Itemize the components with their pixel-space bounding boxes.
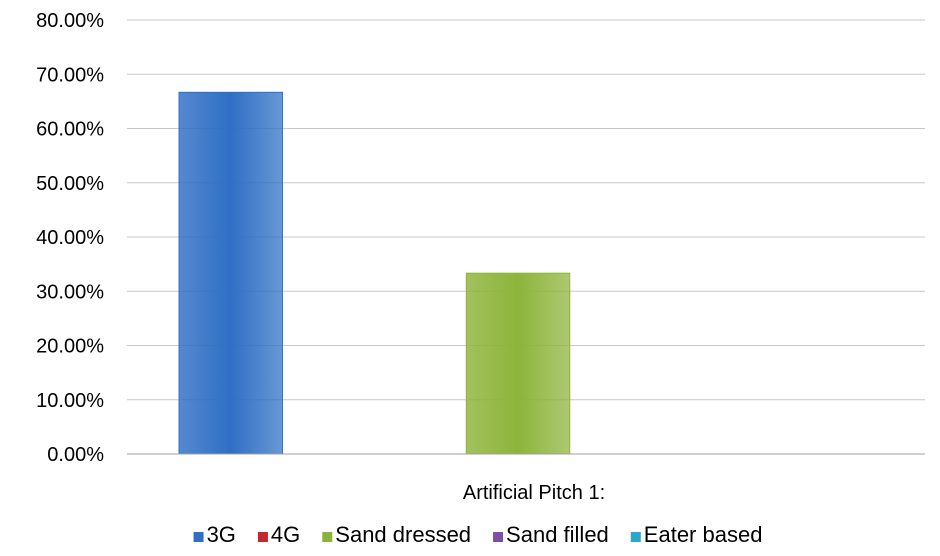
legend-swatch — [322, 532, 333, 542]
bar-sand-dressed — [465, 272, 571, 455]
bars — [178, 91, 571, 455]
y-tick-label: 30.00% — [36, 281, 104, 303]
legend: 3G 4G Sand dressed Sand filled Eater based — [193, 522, 763, 547]
legend-swatch — [193, 532, 204, 542]
x-category-label: Artificial Pitch 1: — [463, 482, 605, 504]
legend-label: 3G — [207, 522, 236, 547]
legend-item-sand-dressed: Sand dressed — [322, 522, 471, 547]
y-tick-label: 20.00% — [36, 336, 104, 358]
legend-item-4g: 4G — [257, 522, 300, 547]
legend-swatch — [257, 532, 268, 542]
y-tick-label: 10.00% — [36, 390, 104, 412]
y-tick-label: 70.00% — [36, 64, 104, 86]
y-tick-label: 50.00% — [36, 173, 104, 195]
x-axis: Artificial Pitch 1: — [127, 453, 925, 504]
bar-3g — [178, 91, 283, 455]
y-tick-label: 40.00% — [36, 227, 104, 249]
legend-swatch — [630, 532, 641, 542]
legend-item-eater-based: Eater based — [630, 522, 763, 547]
y-axis-tick-labels: 0.00% 10.00% 20.00% 30.00% 40.00% 50.00% 60.00… — [36, 10, 104, 466]
legend-label: Sand filled — [506, 522, 609, 547]
legend-label: Eater based — [644, 522, 763, 547]
y-tick-label: 0.00% — [47, 444, 104, 466]
y-tick-label: 80.00% — [36, 10, 104, 32]
legend-item-3g: 3G — [193, 522, 236, 547]
legend-swatch — [493, 532, 504, 542]
y-tick-label: 60.00% — [36, 119, 104, 141]
legend-item-sand-filled: Sand filled — [493, 522, 609, 547]
legend-label: Sand dressed — [335, 522, 471, 547]
legend-label: 4G — [271, 522, 300, 547]
